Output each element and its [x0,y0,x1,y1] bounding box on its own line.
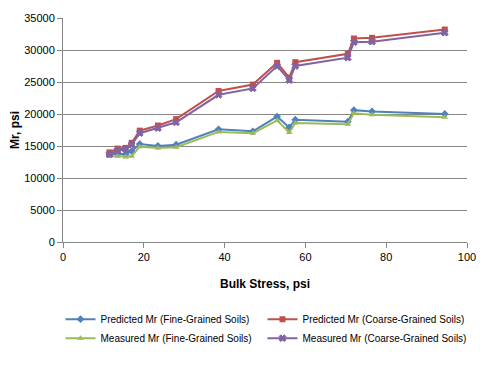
svg-text:Measured Mr (Coarse-Grained So: Measured Mr (Coarse-Grained Soils) [303,333,467,344]
svg-text:20000: 20000 [24,108,55,120]
svg-text:80: 80 [380,251,392,263]
svg-text:40: 40 [218,251,230,263]
svg-text:10000: 10000 [24,172,55,184]
svg-text:Measured Mr (Fine-Grained Soil: Measured Mr (Fine-Grained Soils) [101,333,252,344]
svg-text:0: 0 [49,236,55,248]
svg-text:15000: 15000 [24,140,55,152]
svg-text:Mr, psi: Mr, psi [8,111,22,149]
svg-text:Predicted Mr (Fine-Grained Soi: Predicted Mr (Fine-Grained Soils) [101,314,250,325]
svg-text:35000: 35000 [24,12,55,24]
svg-text:20: 20 [138,251,150,263]
svg-text:25000: 25000 [24,76,55,88]
svg-text:30000: 30000 [24,44,55,56]
svg-text:Predicted Mr (Coarse-Grained S: Predicted Mr (Coarse-Grained Soils) [303,314,465,325]
svg-text:100: 100 [458,251,476,263]
svg-text:60: 60 [299,251,311,263]
svg-text:5000: 5000 [30,204,54,216]
svg-text:Bulk Stress, psi: Bulk Stress, psi [220,277,310,291]
svg-text:0: 0 [60,251,66,263]
